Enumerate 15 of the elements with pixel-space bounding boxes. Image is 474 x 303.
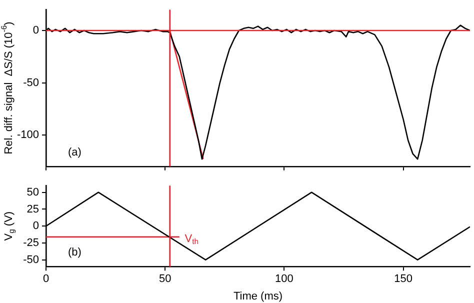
y-tick-label: 25 xyxy=(26,203,39,216)
annotation: (a) xyxy=(68,146,82,158)
y-tick-label: -100 xyxy=(16,129,39,142)
x-tick-label: 0 xyxy=(42,273,50,286)
x-tick-label: 150 xyxy=(394,273,412,286)
y-tick-label: -50 xyxy=(23,76,39,89)
y-tick-label: 50 xyxy=(26,186,39,198)
x-axis-title: Time (ms) xyxy=(233,290,283,302)
annotation: (b) xyxy=(68,246,82,259)
y-tick-label: 0 xyxy=(32,220,39,232)
x-tick-label: 100 xyxy=(275,273,294,286)
y-tick-label: -25 xyxy=(23,237,39,250)
x-tick-label: 50 xyxy=(158,273,172,286)
y-tick-label: 0 xyxy=(32,24,39,37)
y-tick-label: -50 xyxy=(23,254,39,266)
